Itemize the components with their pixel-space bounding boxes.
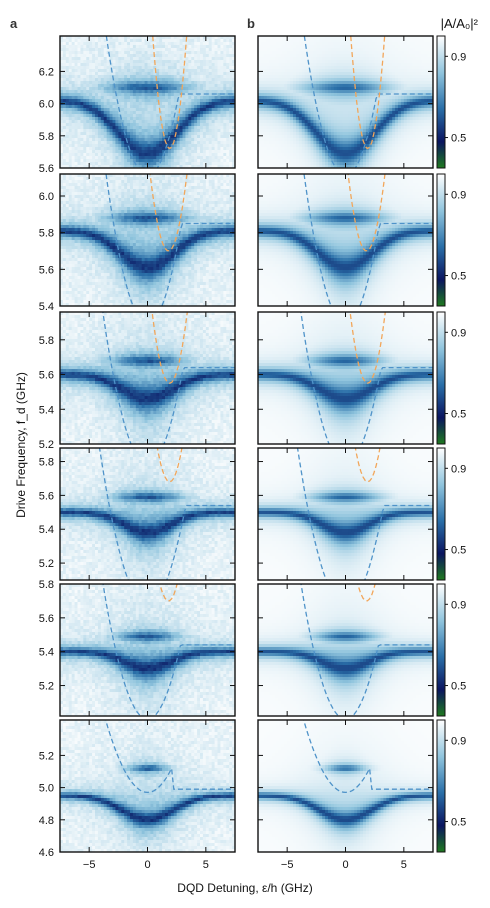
- colorbar-3: [437, 312, 445, 444]
- colorbar-4: [437, 448, 445, 580]
- colorbar-tick-label: 0.9: [451, 189, 466, 201]
- panel-label-b: b: [247, 16, 255, 31]
- y-tick-label: 5.6: [39, 264, 54, 276]
- colorbar-tick-label: 0.5: [451, 681, 466, 693]
- y-tick-label: 5.2: [39, 558, 54, 570]
- colorbar-tick-label: 0.9: [451, 327, 466, 339]
- x-tick-label: −5: [83, 859, 96, 871]
- colorbar-tick-label: 0.9: [451, 463, 466, 475]
- colorbar-tick-label: 0.5: [451, 817, 466, 829]
- colorbar-tick-label: 0.5: [451, 409, 466, 421]
- y-tick-label: 4.6: [39, 847, 54, 859]
- heatmap-left-1: [60, 36, 235, 168]
- panel-label-a: a: [10, 16, 18, 31]
- y-tick-label: 5.0: [39, 783, 54, 795]
- y-tick-label: 5.2: [39, 750, 54, 762]
- colorbar-label: |A/A₀|²: [441, 16, 479, 31]
- heatmap-left-5: [60, 584, 235, 716]
- colorbar-tick-label: 0.9: [451, 51, 466, 63]
- heatmap-right-4: [258, 448, 433, 580]
- y-tick-label: 5.8: [39, 457, 54, 469]
- colorbar-tick-label: 0.5: [451, 545, 466, 557]
- x-tick-label: 5: [401, 859, 407, 871]
- heatmap-left-4: [60, 448, 235, 580]
- y-tick-label: 5.6: [39, 613, 54, 625]
- y-tick-label: 6.0: [39, 191, 54, 203]
- y-tick-label: 5.2: [39, 681, 54, 693]
- heatmap-left-2: [60, 174, 235, 306]
- y-tick-label: 5.8: [39, 131, 54, 143]
- y-tick-label: 4.8: [39, 815, 54, 827]
- colorbar-tick-label: 0.5: [451, 271, 466, 283]
- y-tick-label: 6.0: [39, 99, 54, 111]
- colorbar-tick-label: 0.9: [451, 735, 466, 747]
- x-tick-label: −5: [281, 859, 294, 871]
- y-axis-label: Drive Frequency, f_d (GHz): [14, 372, 28, 518]
- heatmap-right-3: [258, 312, 433, 444]
- colorbar-tick-label: 0.9: [451, 599, 466, 611]
- y-tick-label: 5.4: [39, 301, 54, 313]
- y-tick-label: 5.4: [39, 524, 54, 536]
- colorbar-1: [437, 36, 445, 168]
- y-tick-label: 5.4: [39, 647, 54, 659]
- colorbar-tick-label: 0.5: [451, 133, 466, 145]
- heatmap-right-2: [258, 174, 433, 306]
- colorbar-5: [437, 584, 445, 716]
- heatmap-left-6: [60, 720, 235, 852]
- y-tick-label: 5.4: [39, 404, 54, 416]
- heatmap-right-5: [258, 584, 433, 716]
- x-tick-label: 5: [203, 859, 209, 871]
- y-tick-label: 5.8: [39, 579, 54, 591]
- heatmap-right-1: [258, 36, 433, 168]
- y-tick-label: 5.6: [39, 370, 54, 382]
- x-tick-label: 0: [342, 859, 348, 871]
- y-tick-label: 5.6: [39, 163, 54, 175]
- heatmap-right-6: [258, 720, 433, 852]
- y-tick-label: 5.8: [39, 228, 54, 240]
- x-axis-label: DQD Detuning, ε/h (GHz): [177, 881, 312, 895]
- colorbar-2: [437, 174, 445, 306]
- panels-group: 5.6 5.8 6.0 6.2 0.9 0.5 5.4 5.6 5.8 6.0 0.9 0.5 5.2 5…: [39, 6, 467, 871]
- heatmap-left-3: [60, 312, 235, 444]
- colorbar-6: [437, 720, 445, 852]
- x-tick-label: 0: [144, 859, 150, 871]
- y-tick-label: 5.8: [39, 335, 54, 347]
- y-tick-label: 5.2: [39, 439, 54, 451]
- y-tick-label: 5.6: [39, 490, 54, 502]
- y-tick-label: 6.2: [39, 66, 54, 78]
